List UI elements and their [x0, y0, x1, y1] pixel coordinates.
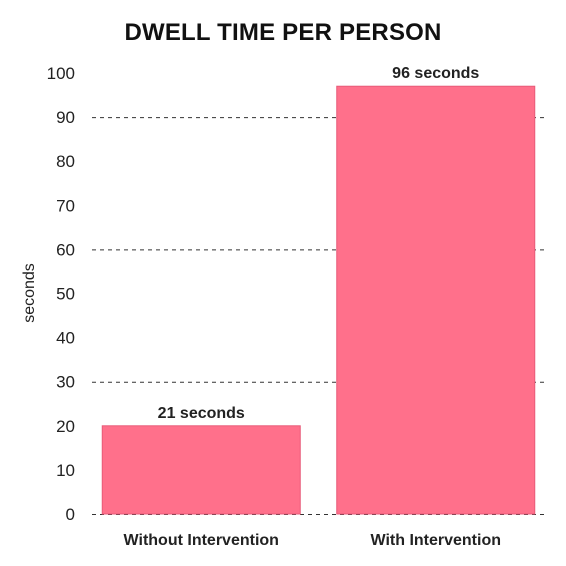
x-tick-label: Without Intervention [124, 532, 279, 549]
bars [101, 85, 536, 515]
y-tick-label: 0 [66, 505, 75, 524]
bar [336, 85, 536, 515]
y-tick-label: 50 [56, 285, 75, 304]
data-labels: 21 seconds 96 seconds [158, 65, 480, 422]
y-tick-label: 20 [56, 417, 75, 436]
x-axis-ticks: Without Intervention With Intervention [124, 532, 501, 549]
data-label: 21 seconds [158, 405, 245, 422]
y-tick-label: 90 [56, 108, 75, 127]
x-tick-label: With Intervention [370, 532, 501, 549]
chart-title: DWELL TIME PER PERSON [124, 19, 441, 46]
y-tick-label: 60 [56, 240, 75, 259]
y-tick-label: 70 [56, 196, 75, 215]
bar [101, 425, 301, 515]
y-axis-ticks: 0 10 20 30 40 50 60 70 80 90 100 [47, 64, 75, 524]
y-tick-label: 40 [56, 329, 75, 348]
y-tick-label: 80 [56, 152, 75, 171]
y-tick-label: 10 [56, 461, 75, 480]
y-tick-label: 30 [56, 373, 75, 392]
y-axis-label: seconds [21, 263, 38, 323]
data-label: 96 seconds [392, 65, 479, 82]
y-tick-label: 100 [47, 64, 75, 83]
